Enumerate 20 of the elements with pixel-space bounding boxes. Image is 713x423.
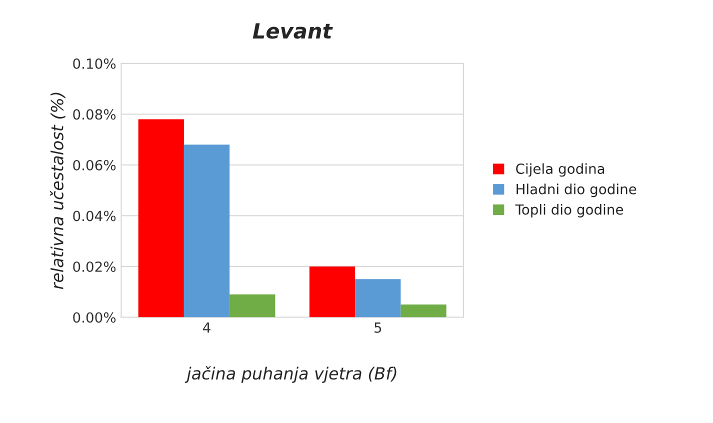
y-tick-label: 0.00% (73, 312, 116, 323)
y-tick-label: 0.04% (73, 210, 116, 222)
legend-label: Hladni dio godine (516, 184, 636, 198)
bar (355, 279, 401, 318)
x-tick-label: 4 (203, 322, 210, 333)
bar (230, 294, 276, 318)
y-tick-label: 0.06% (73, 160, 116, 170)
y-tick-label: 0.08% (73, 109, 116, 120)
y-axis-title: relativna učestalost (%) (50, 92, 66, 290)
x-tick-label: 5 (374, 322, 382, 333)
bar (400, 304, 446, 318)
x-axis-title: jačina puhanja vjetra (Bf) (184, 366, 396, 383)
chart-title: Levant (252, 23, 333, 39)
bar (184, 144, 230, 318)
bar (309, 266, 356, 318)
y-tick-label: 0.02% (73, 261, 116, 272)
legend-label: Cijela godina (516, 163, 604, 177)
bar (138, 119, 184, 318)
y-tick-label: 0.10% (73, 58, 116, 69)
legend-label: Topli dio godine (515, 204, 624, 218)
